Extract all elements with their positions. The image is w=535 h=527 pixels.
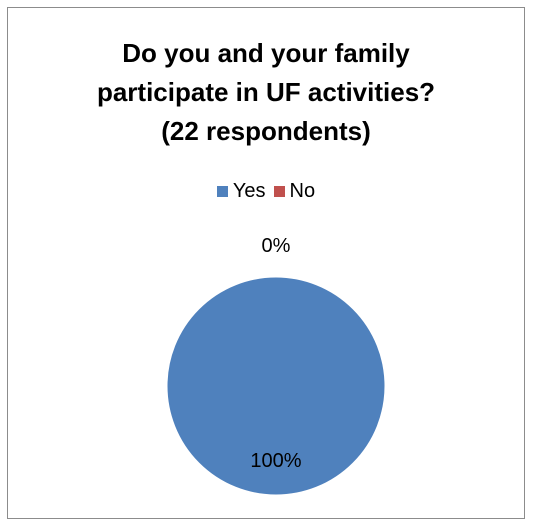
pie-slices: [167, 277, 385, 495]
chart-title-line-1: Do you and your family: [122, 38, 410, 68]
data-label-yes: 100%: [250, 450, 301, 472]
chart-title: Do you and your family participate in UF…: [8, 34, 524, 151]
data-label-no: 0%: [262, 235, 291, 257]
pie-slice-yes: [167, 277, 385, 495]
legend-label-yes: Yes: [232, 180, 266, 202]
chart-area: Do you and your family participate in UF…: [7, 7, 525, 519]
legend-entry-yes: Yes: [216, 180, 266, 202]
pie-labels: 100% 0%: [250, 235, 301, 472]
chart-title-line-2: participate in UF activities?: [96, 77, 436, 107]
legend-entry-no: No: [273, 180, 316, 202]
legend-label-no: No: [289, 180, 316, 202]
pie-chart: 100% 0%: [167, 235, 385, 495]
legend-swatch-yes: [216, 185, 228, 197]
legend: Yes No: [8, 180, 524, 202]
legend-swatch-no: [273, 185, 285, 197]
chart-title-line-3: (22 respondents): [161, 116, 371, 146]
